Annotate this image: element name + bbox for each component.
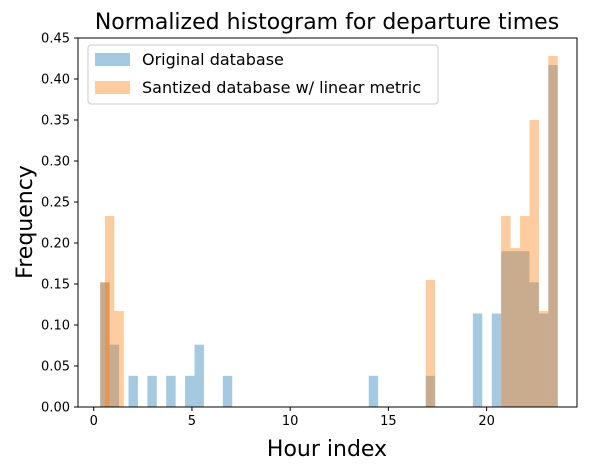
y-tick-label-6: 0.30 [41, 155, 70, 170]
bar-series0-11 [491, 313, 502, 407]
y-tick-label-0: 0.00 [41, 401, 70, 416]
bar-series0-12 [501, 251, 511, 407]
bar-series0-15 [529, 282, 539, 407]
bars-layer [100, 56, 558, 407]
bar-series0-6 [194, 344, 204, 407]
x-tick-label-2: 10 [282, 414, 299, 429]
x-tick-label-1: 5 [188, 414, 196, 429]
bar-series1-7 [529, 120, 539, 407]
bar-series1-2 [114, 311, 124, 407]
x-tick-label-3: 15 [380, 414, 397, 429]
legend-box [87, 44, 439, 105]
bar-series0-10 [472, 313, 483, 407]
bar-series0-4 [166, 375, 176, 407]
chart-title: Normalized histogram for departure times [95, 10, 559, 35]
bar-series1-4 [501, 215, 511, 407]
y-tick-label-8: 0.40 [41, 73, 70, 88]
bar-series1-9 [548, 56, 558, 407]
y-tick-label-4: 0.20 [41, 237, 70, 252]
x-tick-label-0: 0 [90, 414, 98, 429]
legend: Original database Santized database w/ l… [87, 44, 439, 105]
bar-series0-0 [100, 282, 110, 407]
bar-series0-9 [425, 375, 436, 407]
legend-swatch-sanitized [95, 81, 130, 94]
bar-series1-1 [104, 215, 115, 407]
x-axis-label: Hour index [267, 437, 387, 462]
y-ticks: 0.00 0.05 0.10 0.15 0.20 0.25 0.30 0.35 0.40 0.45 [41, 32, 78, 416]
y-tick-label-3: 0.15 [41, 278, 70, 293]
bar-series0-16 [538, 313, 549, 407]
plot-frame [77, 37, 578, 408]
bar-series0-14 [520, 251, 530, 407]
bar-series1-3 [425, 279, 436, 407]
bar-series1-0 [100, 282, 110, 407]
y-axis-label: Frequency [13, 165, 38, 279]
y-tick-label-9: 0.45 [41, 32, 70, 47]
bar-series0-2 [128, 375, 138, 407]
y-tick-label-5: 0.25 [41, 196, 70, 211]
legend-swatch-original [95, 53, 130, 66]
legend-label-original: Original database [142, 50, 284, 69]
legend-label-sanitized: Santized database w/ linear metric [142, 78, 421, 97]
bar-series0-1 [109, 344, 120, 407]
y-tick-label-7: 0.35 [41, 114, 70, 129]
x-ticks: 0 5 10 15 20 [90, 407, 495, 429]
y-tick-label-1: 0.05 [41, 360, 70, 375]
bar-series0-8 [368, 375, 379, 407]
bar-series1-5 [510, 247, 521, 407]
bar-series0-5 [185, 375, 195, 407]
x-tick-label-4: 20 [478, 414, 495, 429]
bar-series0-7 [222, 375, 233, 407]
y-tick-label-2: 0.10 [41, 319, 70, 334]
bar-series0-13 [510, 251, 521, 407]
bar-series1-6 [520, 215, 530, 407]
bar-series0-17 [548, 65, 558, 407]
bar-series1-8 [538, 311, 549, 407]
bar-series0-3 [147, 375, 157, 407]
